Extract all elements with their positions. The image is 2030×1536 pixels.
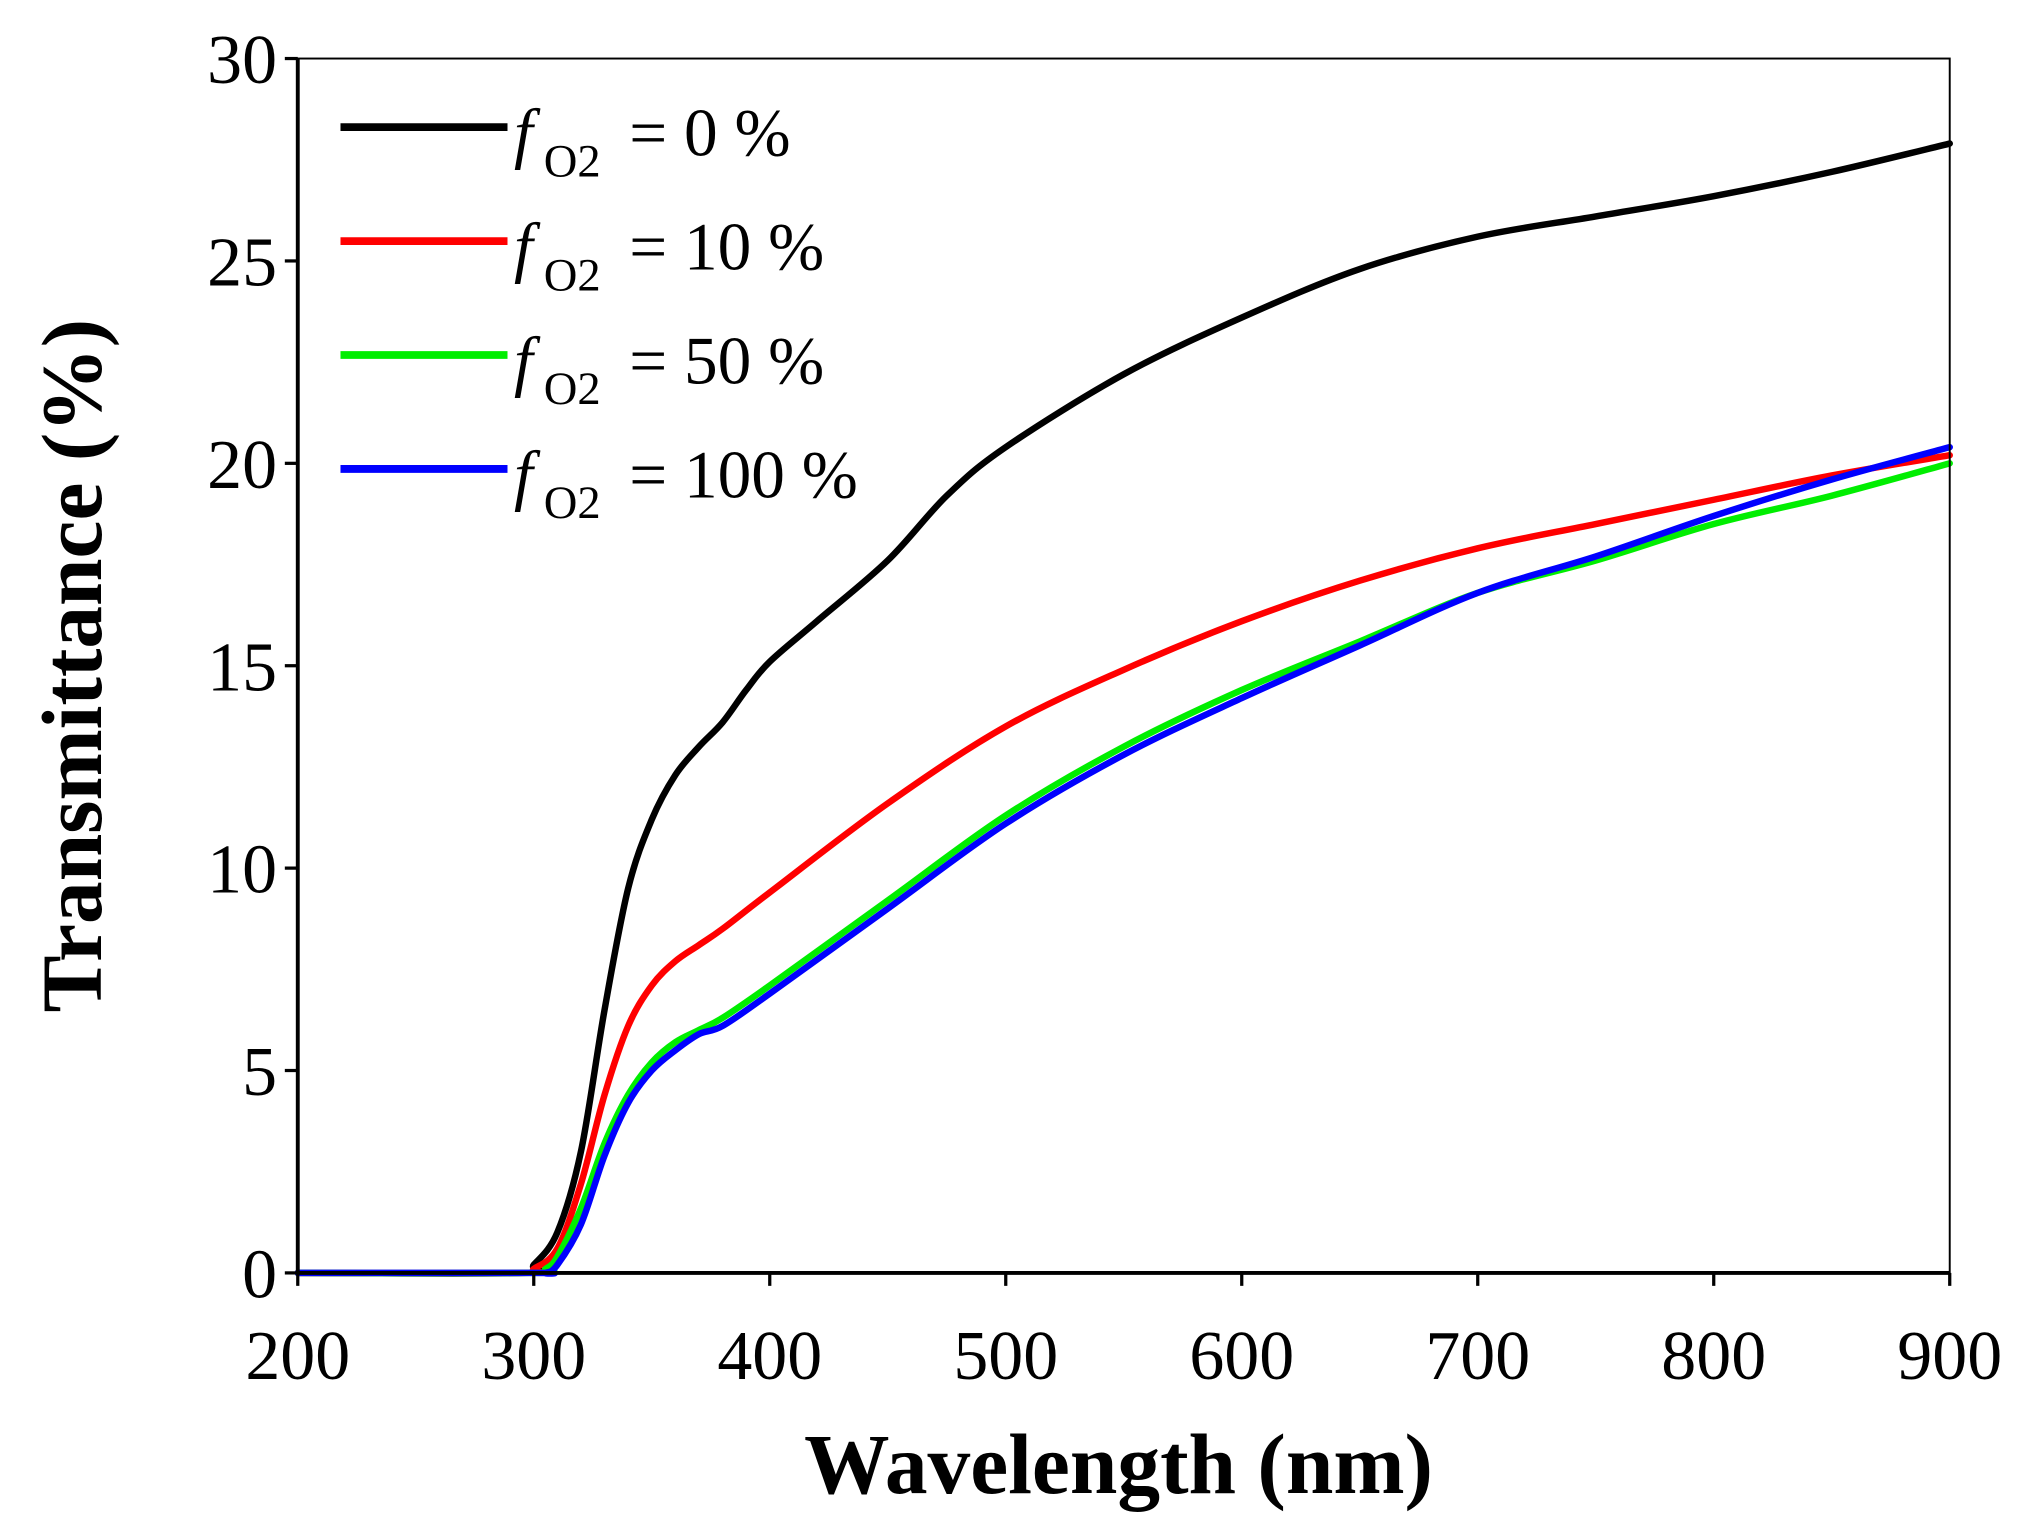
y-tick-label: 20 [207,427,277,504]
x-tick-label: 500 [953,1318,1058,1395]
legend: f O2 = 0 %f O2 = 10 %f O2 = 50 %f O2 = 100 % [340,96,858,529]
legend-item: f O2 = 0 % [340,96,791,187]
y-tick-label: 5 [242,1034,277,1111]
y-tick-label: 10 [207,832,277,909]
legend-label: = 50 % [629,323,824,398]
legend-subscript: O2 [544,363,601,415]
legend-item: f O2 = 100 % [340,437,858,529]
legend-item: f O2 = 10 % [340,210,824,301]
legend-f: f [514,437,541,512]
y-tick-label: 25 [207,225,277,302]
x-tick-label: 800 [1661,1318,1766,1395]
legend-f: f [514,323,541,398]
series-line-1 [294,451,1953,1277]
legend-subscript: O2 [544,477,601,529]
series-lines [294,140,1953,1277]
x-tick-label: 600 [1189,1318,1294,1395]
series-line-0 [294,140,1953,1277]
y-tick-label: 30 [207,22,277,99]
legend-label: = 100 % [629,437,858,512]
x-ticks: 200 300 400 500 600 700 800 900 [245,1272,2002,1395]
legend-f: f [514,96,541,171]
x-tick-label: 400 [717,1318,822,1395]
legend-subscript: O2 [544,135,601,187]
x-tick-label: 300 [481,1318,586,1395]
series-line-3 [294,443,1953,1277]
x-tick-label: 200 [245,1318,350,1395]
legend-label: = 0 % [629,96,790,171]
y-tick-label: 0 [242,1237,277,1314]
legend-item: f O2 = 50 % [340,323,824,415]
y-ticks: 0 5 10 15 20 25 30 [207,22,298,1314]
legend-subscript: O2 [544,249,601,301]
y-axis-label: Transmittance (%) [26,319,120,1013]
legend-label: = 10 % [629,210,824,285]
plot-frame [296,57,1951,1274]
x-tick-label: 700 [1425,1318,1530,1395]
x-axis-label: Wavelength (nm) [804,1418,1433,1512]
x-tick-label: 900 [1897,1318,2002,1395]
series-line-2 [294,460,1953,1277]
legend-f: f [514,210,541,285]
y-tick-label: 15 [207,629,277,706]
